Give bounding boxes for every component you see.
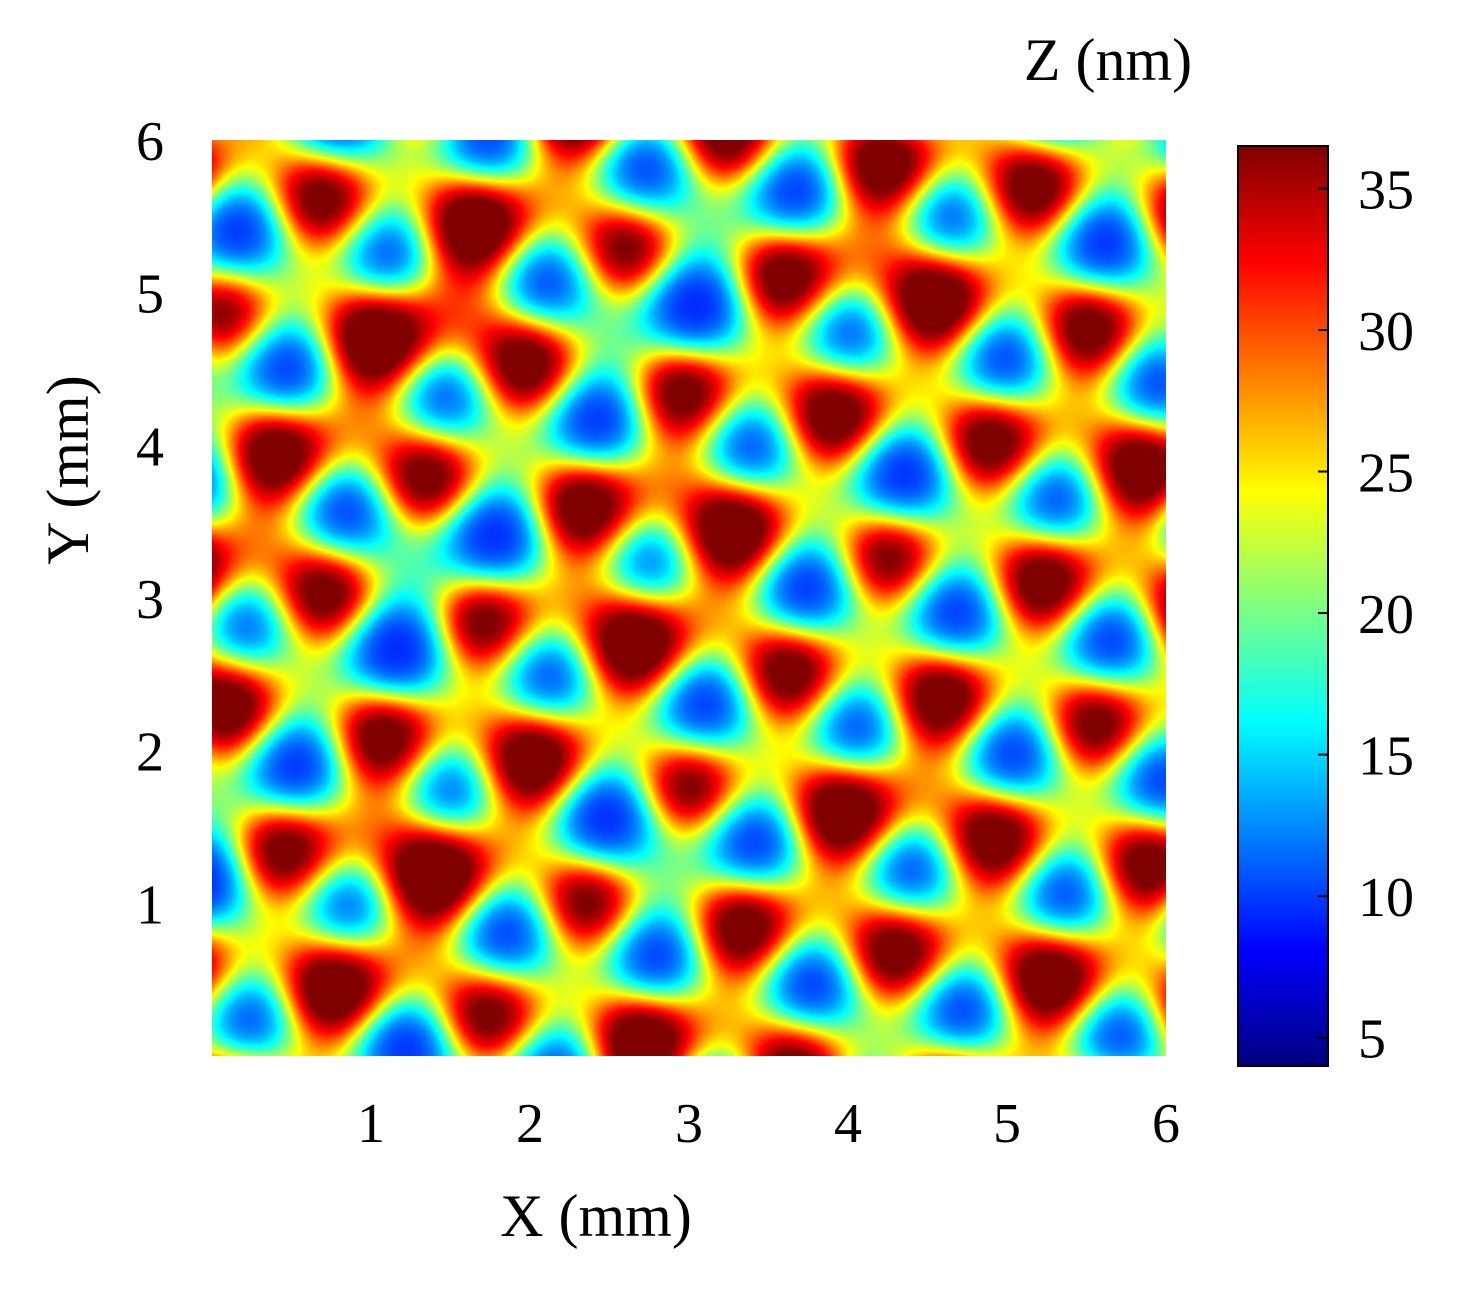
y-tick-label: 1 bbox=[136, 874, 164, 936]
y-tick-label: 5 bbox=[136, 264, 164, 326]
y-axis-label: Y (mm) bbox=[35, 375, 101, 564]
colorbar-label: Z (nm) bbox=[1024, 27, 1192, 93]
colorbar-tick-label: 10 bbox=[1358, 867, 1414, 929]
colorbar-gradient bbox=[1238, 146, 1328, 1066]
x-tick-label: 3 bbox=[675, 1093, 703, 1155]
colorbar-frame bbox=[1237, 145, 1329, 1067]
colorbar-tick-label: 15 bbox=[1358, 726, 1414, 788]
y-axis-ticks: 1 2 3 4 5 6 bbox=[136, 111, 164, 936]
y-tick-label: 6 bbox=[136, 111, 164, 173]
colorbar-tick-label: 5 bbox=[1358, 1009, 1386, 1071]
colorbar-ticks: 5 10 15 20 25 30 35 bbox=[1318, 159, 1414, 1071]
heatmap-plot-area bbox=[212, 140, 1166, 1056]
x-tick-label: 1 bbox=[357, 1093, 385, 1155]
x-tick-label: 2 bbox=[516, 1093, 544, 1155]
colorbar-tick-label: 20 bbox=[1358, 584, 1414, 646]
y-tick-label: 2 bbox=[136, 722, 164, 784]
y-tick-label: 4 bbox=[136, 416, 164, 478]
x-axis-label: X (mm) bbox=[500, 1183, 692, 1249]
colorbar-tick-label: 30 bbox=[1358, 301, 1414, 363]
x-tick-label: 6 bbox=[1152, 1093, 1180, 1155]
x-axis-ticks: 1 2 3 4 5 6 bbox=[357, 1093, 1180, 1155]
x-tick-label: 4 bbox=[834, 1093, 862, 1155]
colorbar-tick-label: 25 bbox=[1358, 443, 1414, 505]
y-tick-label: 3 bbox=[136, 569, 164, 631]
colorbar-tick-label: 35 bbox=[1358, 159, 1414, 221]
x-tick-label: 5 bbox=[993, 1093, 1021, 1155]
